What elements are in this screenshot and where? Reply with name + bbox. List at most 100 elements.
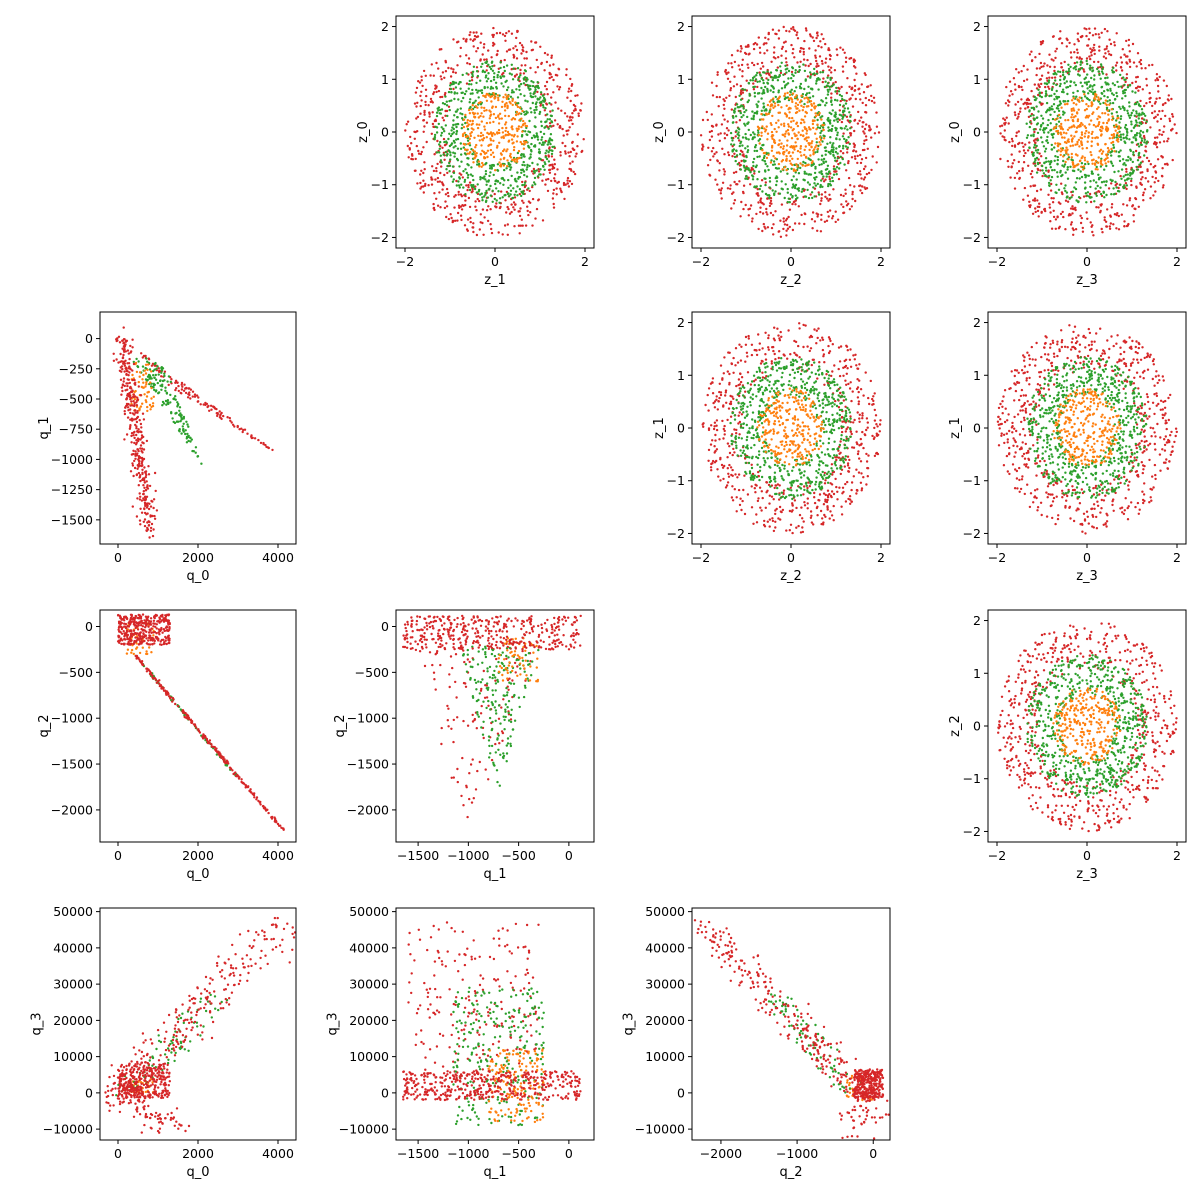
point [1018,110,1022,113]
point [849,132,853,135]
point [1003,129,1006,132]
point [1159,117,1163,121]
point [1145,156,1149,160]
point [1119,138,1123,141]
point [1106,208,1109,211]
point [731,121,735,124]
point [1101,72,1105,75]
point [813,187,817,190]
point [1058,100,1062,103]
point [834,115,837,119]
point [436,176,440,180]
point [485,99,489,103]
point [786,67,789,70]
point [1108,137,1112,140]
point [520,112,523,116]
point [820,193,824,196]
point [483,70,487,74]
point [832,148,835,151]
point [1026,68,1029,71]
point [529,156,532,159]
point [788,159,791,163]
point [786,172,789,175]
point [444,95,447,98]
point [1166,140,1169,143]
point [1036,167,1040,171]
point [786,82,790,85]
point [1079,63,1082,66]
point [515,127,518,130]
point [545,103,549,106]
point [821,177,824,180]
point [246,432,249,435]
point [477,89,480,93]
point [1068,70,1071,73]
point [164,386,167,389]
point [460,127,463,130]
point [1064,189,1067,193]
point [489,79,493,83]
point [1141,176,1144,179]
point [193,395,197,398]
point [477,160,480,163]
point [853,155,857,158]
point [1071,169,1075,172]
point [1036,138,1040,142]
point [836,157,839,160]
point [1034,164,1037,167]
point [1070,138,1074,141]
point [827,74,830,77]
point [481,62,484,66]
point [732,143,736,146]
point [450,99,453,102]
point [576,133,579,136]
point [814,115,818,118]
point [440,48,443,51]
point [803,153,806,157]
point [572,109,576,112]
point [550,103,553,106]
point [1066,168,1069,171]
point [773,163,776,166]
point [1078,68,1082,71]
point [1032,133,1035,136]
point [764,36,767,39]
point [441,95,444,99]
point [775,32,778,36]
point [1071,205,1074,208]
point [552,78,555,82]
point [468,112,472,115]
point [437,89,441,93]
point [571,141,574,144]
point [1057,188,1061,191]
point [790,137,794,140]
point [541,164,545,168]
point [816,118,819,122]
point [1059,150,1063,153]
point [1029,121,1032,124]
point [1141,88,1145,91]
point [477,190,480,193]
point [527,130,530,133]
point [1057,149,1060,152]
point [448,161,451,165]
point [754,41,757,45]
point [708,130,712,134]
point [794,95,797,99]
point [759,67,762,70]
point [507,207,510,211]
point [457,204,461,207]
point [1067,118,1070,122]
point [512,148,516,152]
point [788,93,792,97]
point [747,43,750,47]
point [866,85,869,89]
point [434,178,437,181]
point [531,224,534,227]
point [446,114,449,118]
point [1143,136,1146,140]
point [1094,33,1098,36]
point [810,163,813,166]
point [1080,142,1083,146]
point [452,178,455,181]
